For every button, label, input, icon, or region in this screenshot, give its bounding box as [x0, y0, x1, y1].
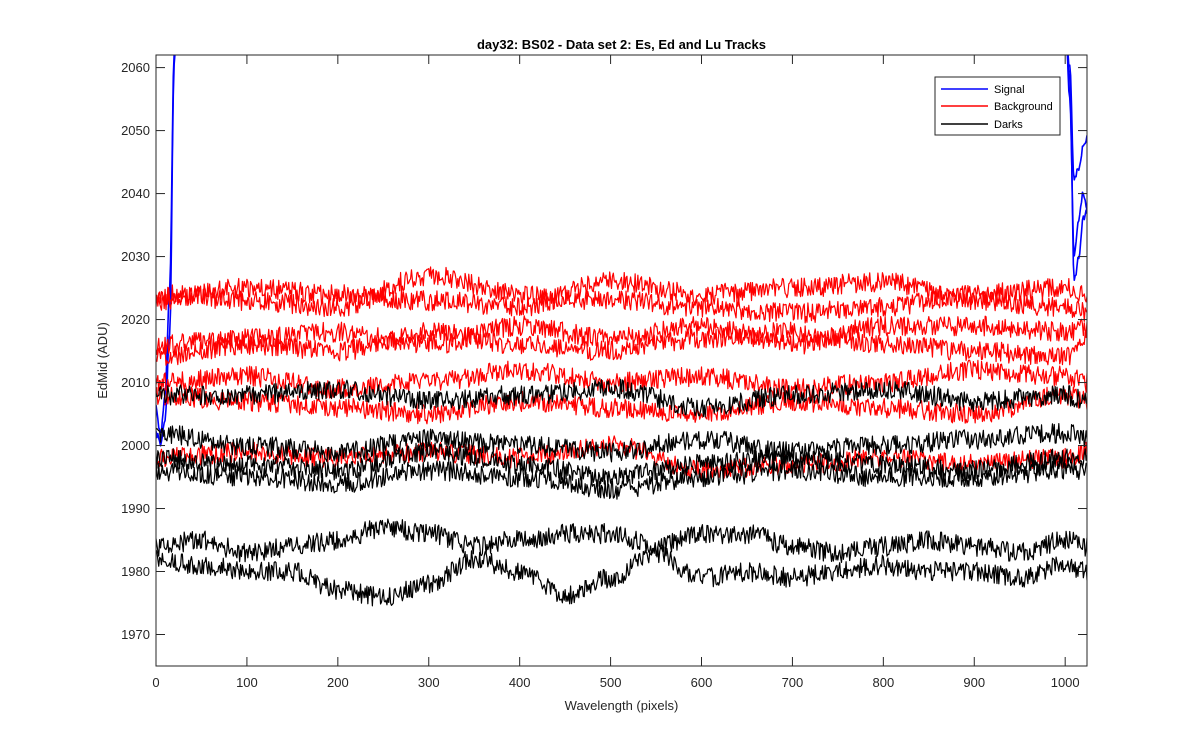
y-tick-label: 2040	[121, 186, 150, 201]
x-tick-label: 200	[327, 675, 349, 690]
series-line-darks	[156, 542, 1087, 607]
legend-entry-darks: Darks	[994, 119, 1023, 131]
x-axis-label: Wavelength (pixels)	[565, 698, 679, 713]
x-tick-label: 800	[872, 675, 894, 690]
axes-box	[155, 54, 1088, 667]
x-tick-label: 1000	[1051, 675, 1080, 690]
y-tick-label: 2000	[121, 438, 150, 453]
series-line-background	[156, 321, 1087, 366]
series-line-background	[156, 271, 1087, 322]
y-tick-label: 1980	[121, 564, 150, 579]
plot-area	[156, 55, 1087, 666]
chart-title: day32: BS02 - Data set 2: Es, Ed and Lu …	[477, 37, 766, 52]
series-line-signal	[1066, 55, 1087, 257]
series-line-darks	[156, 378, 1087, 418]
x-tick-label: 400	[509, 675, 531, 690]
ticks-layer: 0 100 200 300 400 500 600 700 800 900 1000 1970 1980…	[121, 55, 1087, 690]
legend-entry-background: Background	[994, 101, 1053, 113]
y-tick-label: 2020	[121, 312, 150, 327]
y-axis-label: EdMid (ADU)	[95, 322, 110, 399]
series-line-signal	[1066, 55, 1087, 282]
series-line-darks	[156, 423, 1087, 463]
y-tick-label: 1990	[121, 501, 150, 516]
series-line-darks	[156, 518, 1087, 563]
series-line-background	[156, 386, 1087, 425]
legend-entry-signal: Signal	[994, 84, 1025, 96]
series-line-darks	[156, 460, 1087, 500]
y-tick-label: 2030	[121, 249, 150, 264]
x-tick-label: 700	[782, 675, 804, 690]
x-tick-label: 300	[418, 675, 440, 690]
x-tick-label: 900	[963, 675, 985, 690]
y-tick-label: 2010	[121, 375, 150, 390]
series-line-signal	[156, 55, 176, 447]
x-tick-label: 100	[236, 675, 258, 690]
y-tick-label: 1970	[121, 627, 150, 642]
series-layer	[156, 55, 1087, 607]
series-line-darks	[156, 441, 1087, 487]
y-tick-label: 2050	[121, 123, 150, 138]
series-line-background	[156, 315, 1087, 356]
legend: Signal Background Darks	[934, 76, 1061, 136]
x-tick-label: 600	[691, 675, 713, 690]
x-tick-label: 500	[600, 675, 622, 690]
x-tick-label: 0	[152, 675, 159, 690]
y-tick-label: 2060	[121, 60, 150, 75]
